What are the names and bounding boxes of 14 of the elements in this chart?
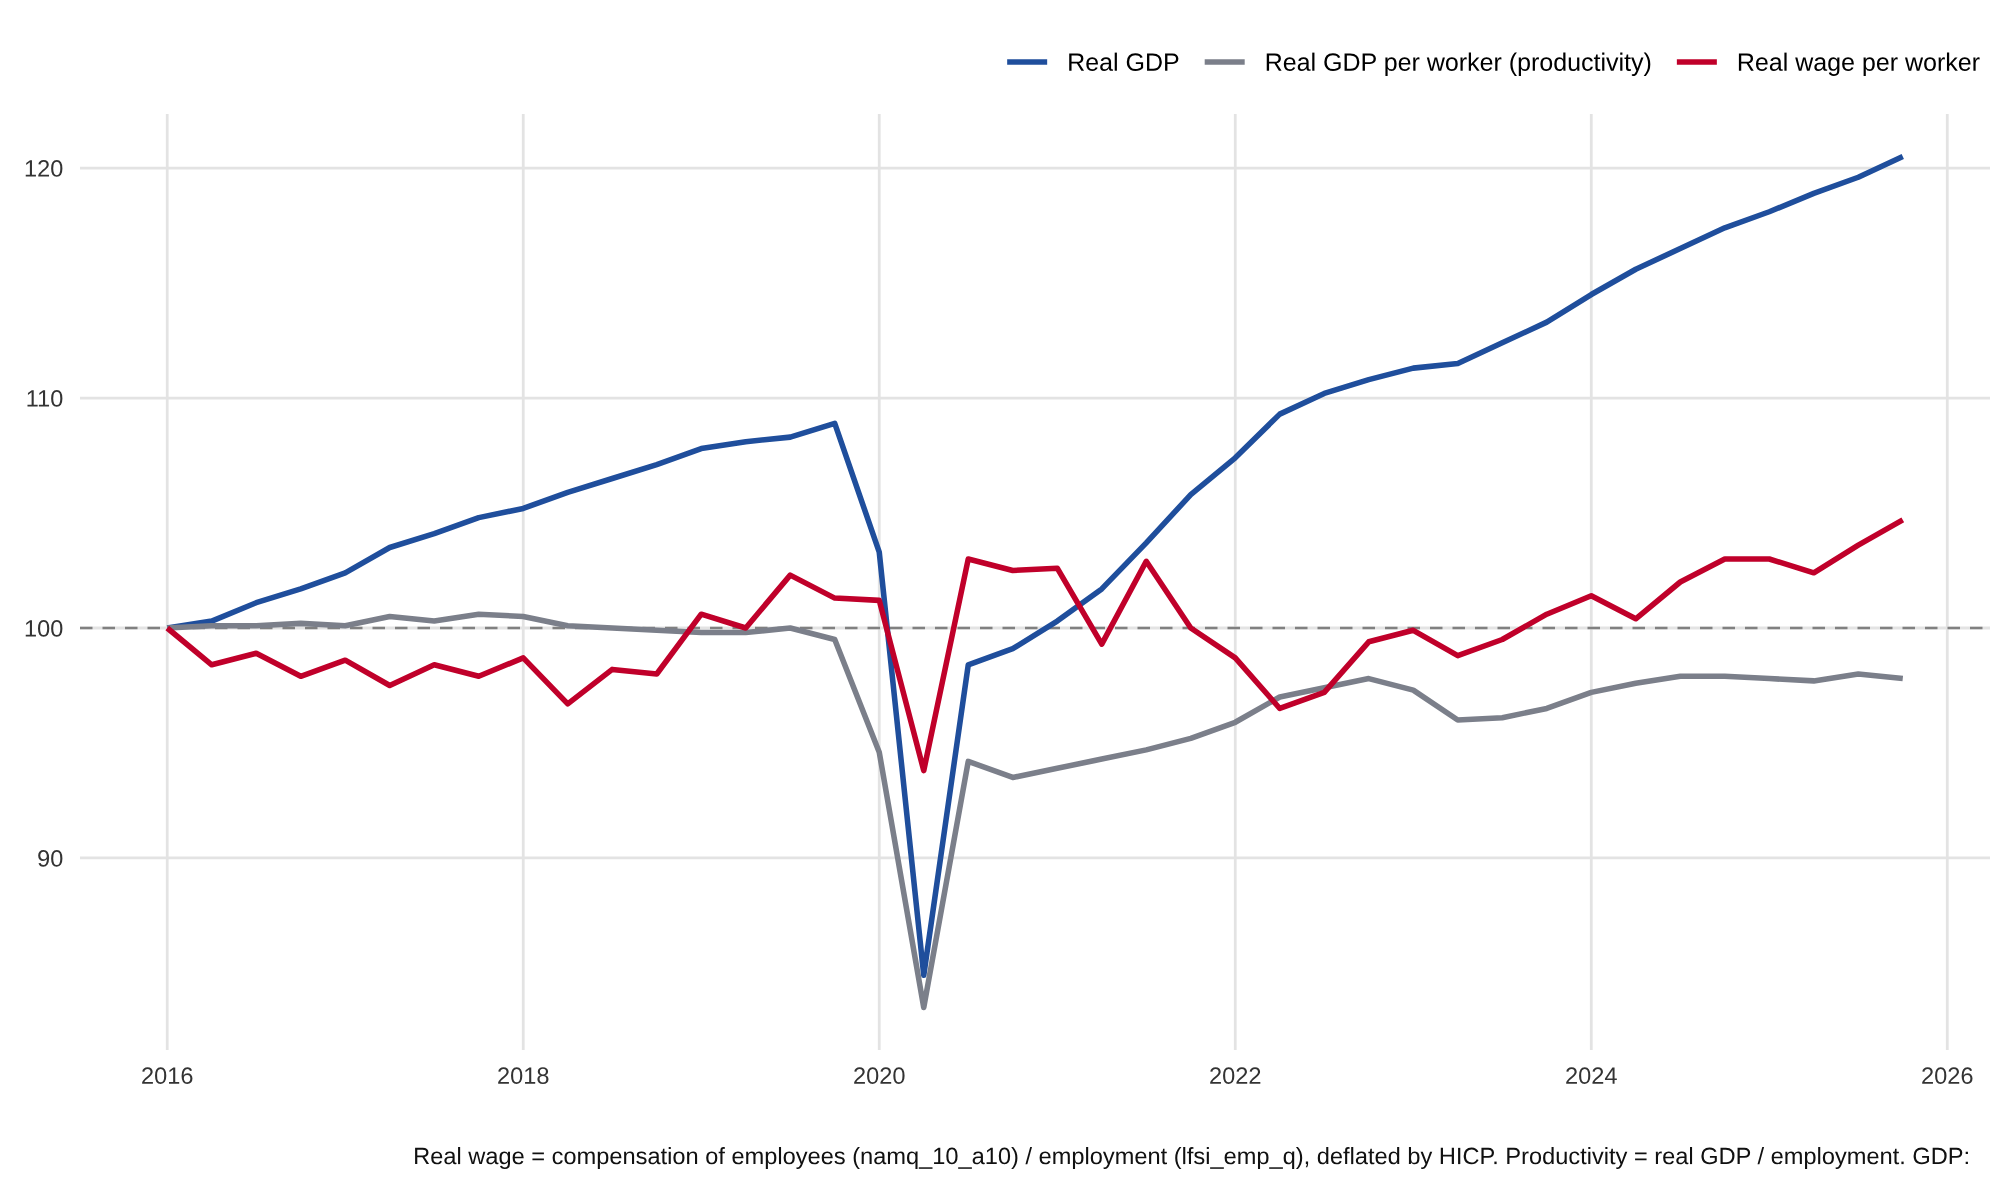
x-tick-label: 2022 (1210, 1067, 1261, 1085)
legend-label: Real GDP per worker (productivity) (1266, 52, 1651, 76)
x-tick-label: 2024 (1566, 1067, 1617, 1085)
x-tick-label: 2020 (854, 1067, 905, 1085)
y-tick-label: 110 (27, 390, 63, 407)
legend-label: Real wage per worker (1738, 52, 1980, 76)
x-tick-label: 2016 (142, 1067, 193, 1085)
legend-label: Real GDP (1069, 52, 1179, 71)
y-tick-label: 100 (25, 620, 63, 637)
text: Real wage = compensation of employees (namq_10_a10) / employment (lfsi_emp_q), deflated by HICP. Productivity = real GDP / employment. GDP: (415, 1146, 1968, 1170)
y-tick-label: 90 (38, 850, 63, 867)
y-tick-label: 120 (25, 160, 63, 177)
x-tick-label: 2026 (1922, 1067, 1973, 1085)
x-tick-label: 2018 (498, 1067, 549, 1085)
